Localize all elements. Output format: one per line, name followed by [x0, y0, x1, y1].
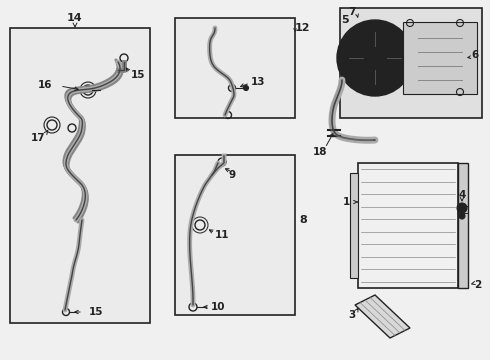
Text: 17: 17 — [31, 133, 45, 143]
Text: 11: 11 — [215, 230, 229, 240]
Text: 15: 15 — [131, 70, 145, 80]
Text: 9: 9 — [228, 170, 236, 180]
Circle shape — [459, 213, 465, 219]
Text: 18: 18 — [313, 147, 327, 157]
Text: 8: 8 — [299, 215, 307, 225]
Bar — [358, 163, 458, 288]
Text: 2: 2 — [474, 280, 482, 290]
Text: 10: 10 — [211, 302, 225, 312]
Bar — [10, 28, 150, 323]
Polygon shape — [355, 295, 410, 338]
Circle shape — [457, 203, 467, 213]
Circle shape — [365, 48, 385, 68]
Text: 4: 4 — [458, 190, 466, 200]
Text: 7: 7 — [348, 7, 356, 17]
Circle shape — [347, 30, 403, 86]
Bar — [403, 22, 477, 94]
Bar — [175, 18, 295, 118]
Text: 12: 12 — [294, 23, 310, 33]
Text: 14: 14 — [67, 13, 83, 27]
Bar — [175, 155, 295, 315]
Bar — [458, 163, 468, 288]
Text: 3: 3 — [348, 310, 356, 320]
Bar — [350, 173, 358, 278]
Circle shape — [337, 20, 413, 96]
Bar — [340, 8, 482, 118]
Text: 16: 16 — [38, 80, 52, 90]
Text: 1: 1 — [343, 197, 350, 207]
Circle shape — [244, 85, 248, 90]
Text: 13: 13 — [251, 77, 265, 87]
Text: 5: 5 — [341, 15, 349, 25]
Text: 6: 6 — [471, 50, 479, 60]
Text: 15: 15 — [89, 307, 103, 317]
